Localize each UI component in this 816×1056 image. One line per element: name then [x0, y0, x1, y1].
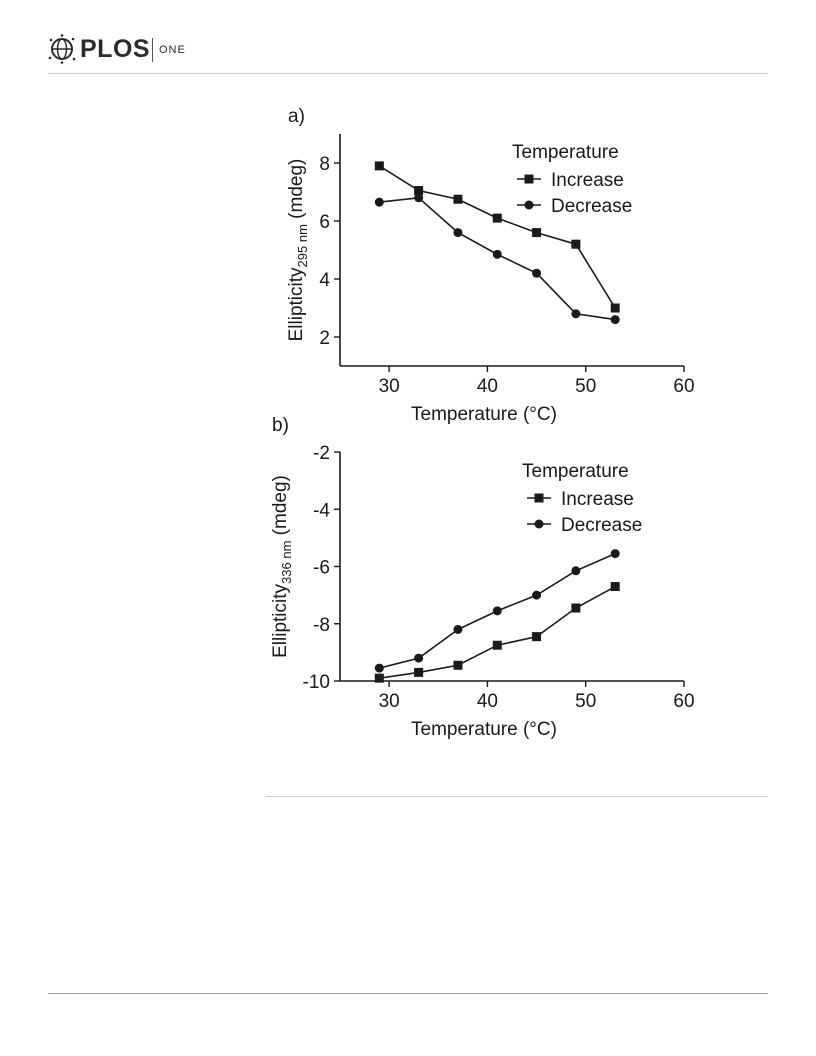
panel-b-point-increase	[453, 660, 463, 670]
panel-b-point-increase	[610, 582, 620, 592]
panel-a-y-tick-label: 8	[319, 154, 330, 175]
brand-divider	[152, 38, 153, 62]
panel-b-point-increase	[532, 632, 542, 642]
panel-b-point-decrease	[571, 566, 581, 576]
panel-b-y-tick-label: -2	[313, 443, 330, 464]
panel-a-point-decrease	[453, 228, 463, 238]
panel-a-legend-label-increase: Increase	[551, 170, 624, 191]
panel-a-point-decrease	[374, 197, 384, 207]
header-rule	[48, 73, 768, 74]
panel-b-point-decrease	[532, 590, 542, 600]
panel-b-legend-marker-decrease	[534, 519, 544, 529]
panel-b-x-tick-label: 50	[575, 691, 596, 712]
panel-a-label: a)	[288, 106, 305, 127]
panel-a-point-increase	[571, 239, 581, 249]
plos-logo-icon	[48, 34, 76, 64]
panel-a-legend-marker-decrease	[524, 200, 534, 210]
panel-a-y-axis-label: Ellipticity295 nm (mdeg)	[286, 159, 310, 342]
panel-a-x-tick-label: 40	[477, 376, 498, 397]
panel-b-series-increase-line	[379, 585, 616, 679]
panel-b-y-tick-label: -8	[313, 615, 330, 636]
panel-b-y-axis-label: Ellipticity336 nm (mdeg)	[270, 475, 294, 658]
panel-b-point-increase	[571, 603, 581, 613]
panel-a-x-tick-label: 50	[575, 376, 596, 397]
brand-name: PLOS	[80, 35, 151, 63]
footer-rule	[48, 993, 768, 994]
panel-b-point-increase	[414, 667, 424, 677]
panel-a-legend-title: Temperature	[512, 142, 619, 163]
panel-a-point-decrease	[492, 249, 502, 259]
panel-b-x-tick-label: 40	[477, 691, 498, 712]
panel-a-point-increase	[374, 161, 384, 171]
panel-b-y-label-sub: 336 nm	[279, 541, 294, 584]
panel-a-chart: a) 30 40 50 60 2 4 6 8 Temperature (°C) Ellipticit…	[286, 106, 695, 425]
panel-b-legend-marker-increase	[534, 493, 544, 503]
panel-a-point-decrease	[532, 268, 542, 278]
panel-a-y-tick-label: 4	[319, 270, 330, 291]
panel-b-point-decrease	[374, 663, 384, 673]
panel-b-x-axis-label: Temperature (°C)	[411, 719, 557, 740]
panel-a-point-decrease	[571, 309, 581, 319]
panel-b-point-decrease	[453, 624, 463, 634]
panel-b-x-tick-label: 30	[379, 691, 400, 712]
panel-b-y-label-main: Ellipticity	[270, 583, 291, 657]
panel-a-legend-label-decrease: Decrease	[551, 196, 632, 217]
panel-a-y-label-main: Ellipticity	[286, 267, 307, 341]
panel-b-y-tick-label: -4	[313, 500, 330, 521]
panel-b-point-decrease	[610, 549, 620, 559]
panel-b-label: b)	[272, 415, 289, 436]
panel-b-y-tick-label: -6	[313, 558, 330, 579]
journal-name: ONE	[159, 44, 186, 56]
panel-b-chart: b) 30 40 50 60 -10 -8 -6 -4 -2 Temperature (°C) Ell…	[270, 415, 695, 740]
panel-a-y-tick-label: 6	[319, 212, 330, 233]
panel-b-point-increase	[374, 673, 384, 683]
panel-b-y-tick-label: -10	[303, 672, 330, 693]
panel-a-point-increase	[532, 228, 542, 238]
panel-a-point-increase	[414, 186, 424, 196]
panel-b-legend-title: Temperature	[522, 461, 629, 482]
panel-b-legend-label-increase: Increase	[561, 489, 634, 510]
panel-a-x-tick-label: 60	[673, 376, 694, 397]
figure-separator	[266, 796, 768, 797]
panel-b-y-label-unit: (mdeg)	[270, 475, 291, 540]
panel-a-x-axis-label: Temperature (°C)	[411, 404, 557, 425]
panel-a-x-tick-label: 30	[379, 376, 400, 397]
panel-a-point-increase	[453, 194, 463, 204]
panel-a-legend-marker-increase	[524, 174, 534, 184]
panel-a-point-decrease	[610, 315, 620, 325]
panel-a-point-increase	[610, 303, 620, 313]
panel-b-legend-label-decrease: Decrease	[561, 515, 642, 536]
panel-a-point-decrease	[414, 193, 424, 203]
panel-a-point-increase	[492, 213, 502, 223]
panel-b-point-increase	[492, 640, 502, 650]
panel-b-point-decrease	[414, 653, 424, 663]
panel-a-y-tick-label: 2	[319, 328, 330, 349]
panel-b-x-tick-label: 60	[673, 691, 694, 712]
panel-b-point-decrease	[492, 606, 502, 616]
panel-a-y-label-sub: 295 nm	[295, 224, 310, 267]
figure: a) 30 40 50 60 2 4 6 8 Temperature (°C) Ellipticit…	[270, 106, 695, 740]
panel-a-y-label-unit: (mdeg)	[286, 159, 307, 224]
journal-header: PLOS ONE	[48, 34, 768, 70]
